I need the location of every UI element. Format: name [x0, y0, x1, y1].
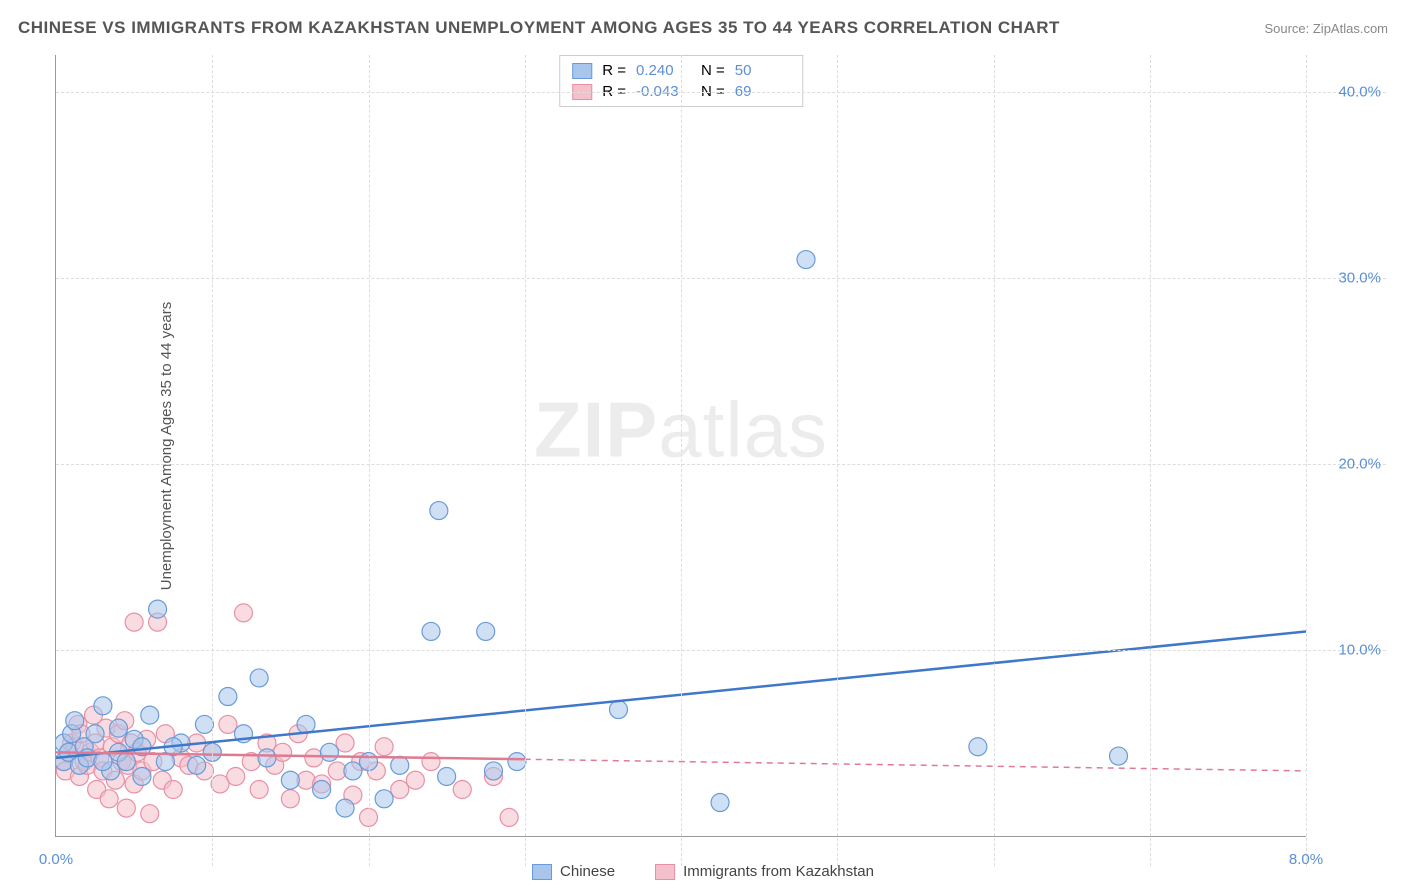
- bottom-legend: Chinese Immigrants from Kazakhstan: [532, 863, 874, 880]
- y-tick-label: 40.0%: [1338, 84, 1381, 101]
- source-label: Source: ZipAtlas.com: [1264, 21, 1388, 36]
- legend-swatch-kazakhstan: [655, 864, 675, 880]
- x-tick-label: 8.0%: [1289, 851, 1323, 868]
- watermark-light: atlas: [658, 385, 828, 473]
- gridline-v: [994, 55, 995, 866]
- watermark-bold: ZIP: [534, 385, 658, 473]
- y-tick-label: 30.0%: [1338, 270, 1381, 287]
- gridline-h: [56, 650, 1386, 651]
- gridline-v: [681, 55, 682, 866]
- legend-swatch-chinese: [532, 864, 552, 880]
- x-tick-label: 0.0%: [39, 851, 73, 868]
- gridline-v: [837, 55, 838, 866]
- gridline-v: [369, 55, 370, 866]
- r-value-1: 0.240: [636, 62, 691, 79]
- swatch-chinese: [572, 63, 592, 79]
- n-label-1: N =: [701, 62, 725, 79]
- legend-item-chinese: Chinese: [532, 863, 615, 880]
- r-label-1: R =: [602, 62, 626, 79]
- gridline-h: [56, 464, 1386, 465]
- chart-title: CHINESE VS IMMIGRANTS FROM KAZAKHSTAN UN…: [18, 18, 1060, 38]
- gridline-v: [525, 55, 526, 866]
- legend-label-chinese: Chinese: [560, 863, 615, 880]
- legend-label-kazakhstan: Immigrants from Kazakhstan: [683, 863, 874, 880]
- plot-area: ZIPatlas R = 0.240 N = 50 R = -0.043 N =…: [55, 55, 1306, 837]
- header-bar: CHINESE VS IMMIGRANTS FROM KAZAKHSTAN UN…: [18, 18, 1388, 38]
- gridline-v: [1150, 55, 1151, 866]
- y-tick-label: 20.0%: [1338, 456, 1381, 473]
- gridline-h: [56, 92, 1386, 93]
- gridline-h: [56, 278, 1386, 279]
- legend-item-kazakhstan: Immigrants from Kazakhstan: [655, 863, 874, 880]
- y-tick-label: 10.0%: [1338, 642, 1381, 659]
- gridline-v: [212, 55, 213, 866]
- n-value-1: 50: [735, 62, 790, 79]
- gridline-v: [1306, 55, 1307, 866]
